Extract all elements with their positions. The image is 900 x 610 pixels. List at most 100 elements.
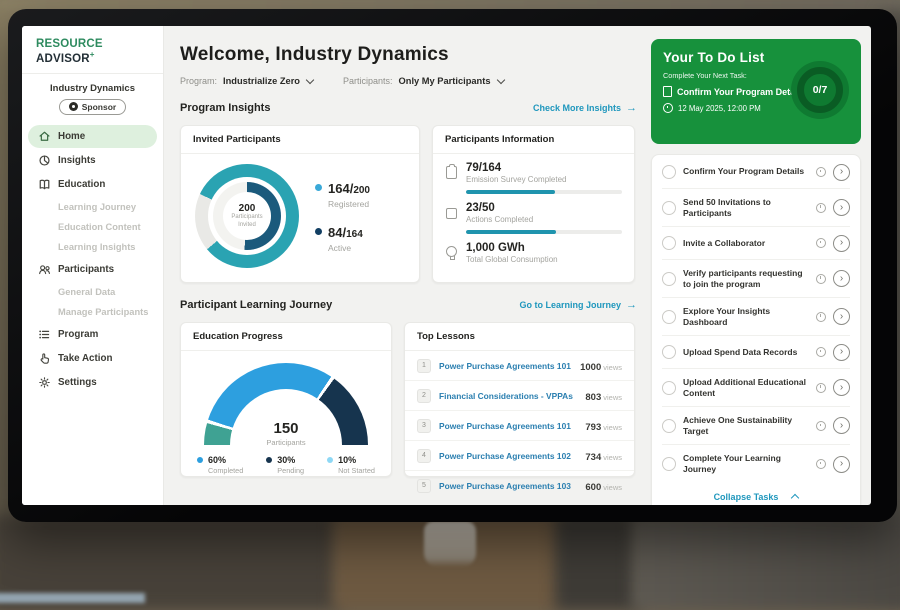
clock-icon [816, 347, 826, 357]
task-open-button[interactable] [833, 270, 850, 287]
todo-column: Your To Do List Complete Your Next Task:… [649, 26, 871, 505]
registered-dot-icon [315, 184, 322, 191]
chevron-up-icon [791, 494, 799, 502]
lesson-link[interactable]: Power Purchase Agreements 101 [439, 361, 572, 371]
invited-participants-card: Invited Participants 200 Participants In… [180, 125, 420, 283]
task-checkbox[interactable] [662, 419, 676, 433]
participants-dropdown-value: Only My Participants [399, 76, 491, 86]
chevron-down-icon [306, 75, 314, 83]
lesson-link[interactable]: Power Purchase Agreements 102 [439, 451, 577, 461]
sidebar-item-general-data[interactable]: General Data [22, 282, 163, 302]
registered-label: Registered [328, 199, 370, 209]
todo-progress-ring: 0/7 [791, 61, 849, 119]
lesson-link[interactable]: Power Purchase Agreements 103 [439, 481, 577, 491]
collapse-tasks-link[interactable]: Collapse Tasks [662, 483, 850, 505]
sidebar-item-learning-insights[interactable]: Learning Insights [22, 237, 163, 257]
lesson-views-suffix: views [603, 363, 622, 372]
participants-dropdown-label: Participants: [343, 76, 393, 86]
legend-item-completed: 60% Completed [197, 455, 243, 475]
clock-icon [663, 103, 673, 113]
lesson-rank: 1 [417, 359, 431, 373]
task-checkbox[interactable] [662, 345, 676, 359]
background-bottom-right [632, 515, 900, 610]
brand-plus: + [90, 50, 95, 59]
active-value: 84/ [328, 225, 346, 240]
task-open-button[interactable] [833, 308, 850, 325]
metric-consumption: 1,000 GWh Total Global Consumption [433, 234, 634, 264]
brand-primary: RESOURCE [36, 38, 103, 50]
task-open-button[interactable] [833, 417, 850, 434]
actions-label: Actions Completed [466, 215, 622, 224]
task-checkbox[interactable] [662, 310, 676, 324]
sponsor-badge: Sponsor [59, 99, 126, 115]
sidebar-item-take-action[interactable]: Take Action [28, 347, 157, 370]
document-icon [663, 86, 672, 97]
sidebar-item-label: Home [58, 131, 85, 142]
task-checkbox[interactable] [662, 272, 676, 286]
task-open-button[interactable] [833, 235, 850, 252]
invited-donut-hole: 200 Participants Invited [208, 177, 286, 255]
invited-donut-ring-inner: 200 Participants Invited [213, 182, 281, 250]
home-icon [38, 130, 51, 143]
brand-logo: RESOURCE ADVISOR+ [22, 36, 163, 74]
sidebar-item-insights[interactable]: Insights [28, 149, 157, 172]
task-open-button[interactable] [833, 344, 850, 361]
task-checkbox[interactable] [662, 381, 676, 395]
sidebar-item-program[interactable]: Program [28, 323, 157, 346]
monitor-bezel: RESOURCE ADVISOR+ Industry Dynamics Spon… [8, 9, 897, 522]
metric-emission-survey: 79/164 Emission Survey Completed [433, 154, 634, 194]
task-checkbox[interactable] [662, 165, 676, 179]
sidebar-item-learning-journey[interactable]: Learning Journey [22, 197, 163, 217]
sidebar-item-label: Settings [58, 377, 97, 388]
lesson-rank: 5 [417, 479, 431, 493]
sidebar-item-home[interactable]: Home [28, 125, 157, 148]
lesson-link[interactable]: Financial Considerations - VPPAs [439, 391, 577, 401]
task-open-button[interactable] [833, 164, 850, 181]
metric-actions: 23/50 Actions Completed [433, 194, 634, 234]
lesson-link[interactable]: Power Purchase Agreements 101 [439, 421, 577, 431]
check-more-insights-link[interactable]: Check More Insights [533, 102, 637, 114]
sidebar-item-settings[interactable]: Settings [28, 371, 157, 394]
gear-icon [38, 376, 51, 389]
task-open-button[interactable] [833, 379, 850, 396]
task-label: Confirm Your Program Details [683, 166, 809, 177]
active-label: Active [328, 243, 363, 253]
actions-icon [446, 208, 457, 219]
sidebar-item-manage-participants[interactable]: Manage Participants [22, 302, 163, 322]
lesson-row: 2 Financial Considerations - VPPAs 803vi… [405, 381, 634, 411]
education-gauge-center: 150 Participants [204, 420, 368, 447]
active-total: 164 [346, 229, 363, 240]
not-started-pct: 10% [338, 455, 375, 465]
pending-pct: 30% [277, 455, 304, 465]
main-content: Welcome, Industry Dynamics Program: Indu… [164, 26, 649, 505]
task-label: Verify participants requesting to join t… [683, 268, 809, 290]
task-open-button[interactable] [833, 456, 850, 473]
completed-label: Completed [208, 466, 243, 475]
sidebar-item-participants[interactable]: Participants [28, 258, 157, 281]
desk-edge [0, 593, 145, 603]
metric-fill-0 [466, 190, 555, 194]
go-to-learning-journey-link[interactable]: Go to Learning Journey [519, 299, 637, 311]
arrow-right-icon [626, 299, 637, 311]
invited-center-label: Participants [231, 214, 262, 222]
registered-total: 200 [353, 185, 370, 196]
task-checkbox[interactable] [662, 236, 676, 250]
not-started-label: Not Started [338, 466, 375, 475]
lesson-row: 5 Power Purchase Agreements 103 600views [405, 471, 634, 500]
sidebar-item-education-content[interactable]: Education Content [22, 217, 163, 237]
legend-item-active: 84/164 Active [315, 224, 370, 253]
task-checkbox[interactable] [662, 201, 676, 215]
task-row: Verify participants requesting to join t… [662, 260, 850, 298]
todo-summary-card: Your To Do List Complete Your Next Task:… [651, 39, 861, 144]
invited-donut-chart: 200 Participants Invited [195, 164, 299, 268]
task-open-button[interactable] [833, 199, 850, 216]
invited-donut-center: 200 Participants Invited [223, 192, 271, 240]
survey-label: Emission Survey Completed [466, 175, 622, 184]
org-name: Industry Dynamics [22, 83, 163, 94]
task-checkbox[interactable] [662, 457, 676, 471]
participants-dropdown[interactable]: Participants: Only My Participants [343, 76, 504, 86]
program-dropdown[interactable]: Program: Industrialize Zero [180, 76, 313, 86]
lesson-views: 793 [585, 422, 601, 433]
sidebar-item-education[interactable]: Education [28, 173, 157, 196]
education-progress-card: Education Progress 150 Participants 60% [180, 322, 392, 477]
